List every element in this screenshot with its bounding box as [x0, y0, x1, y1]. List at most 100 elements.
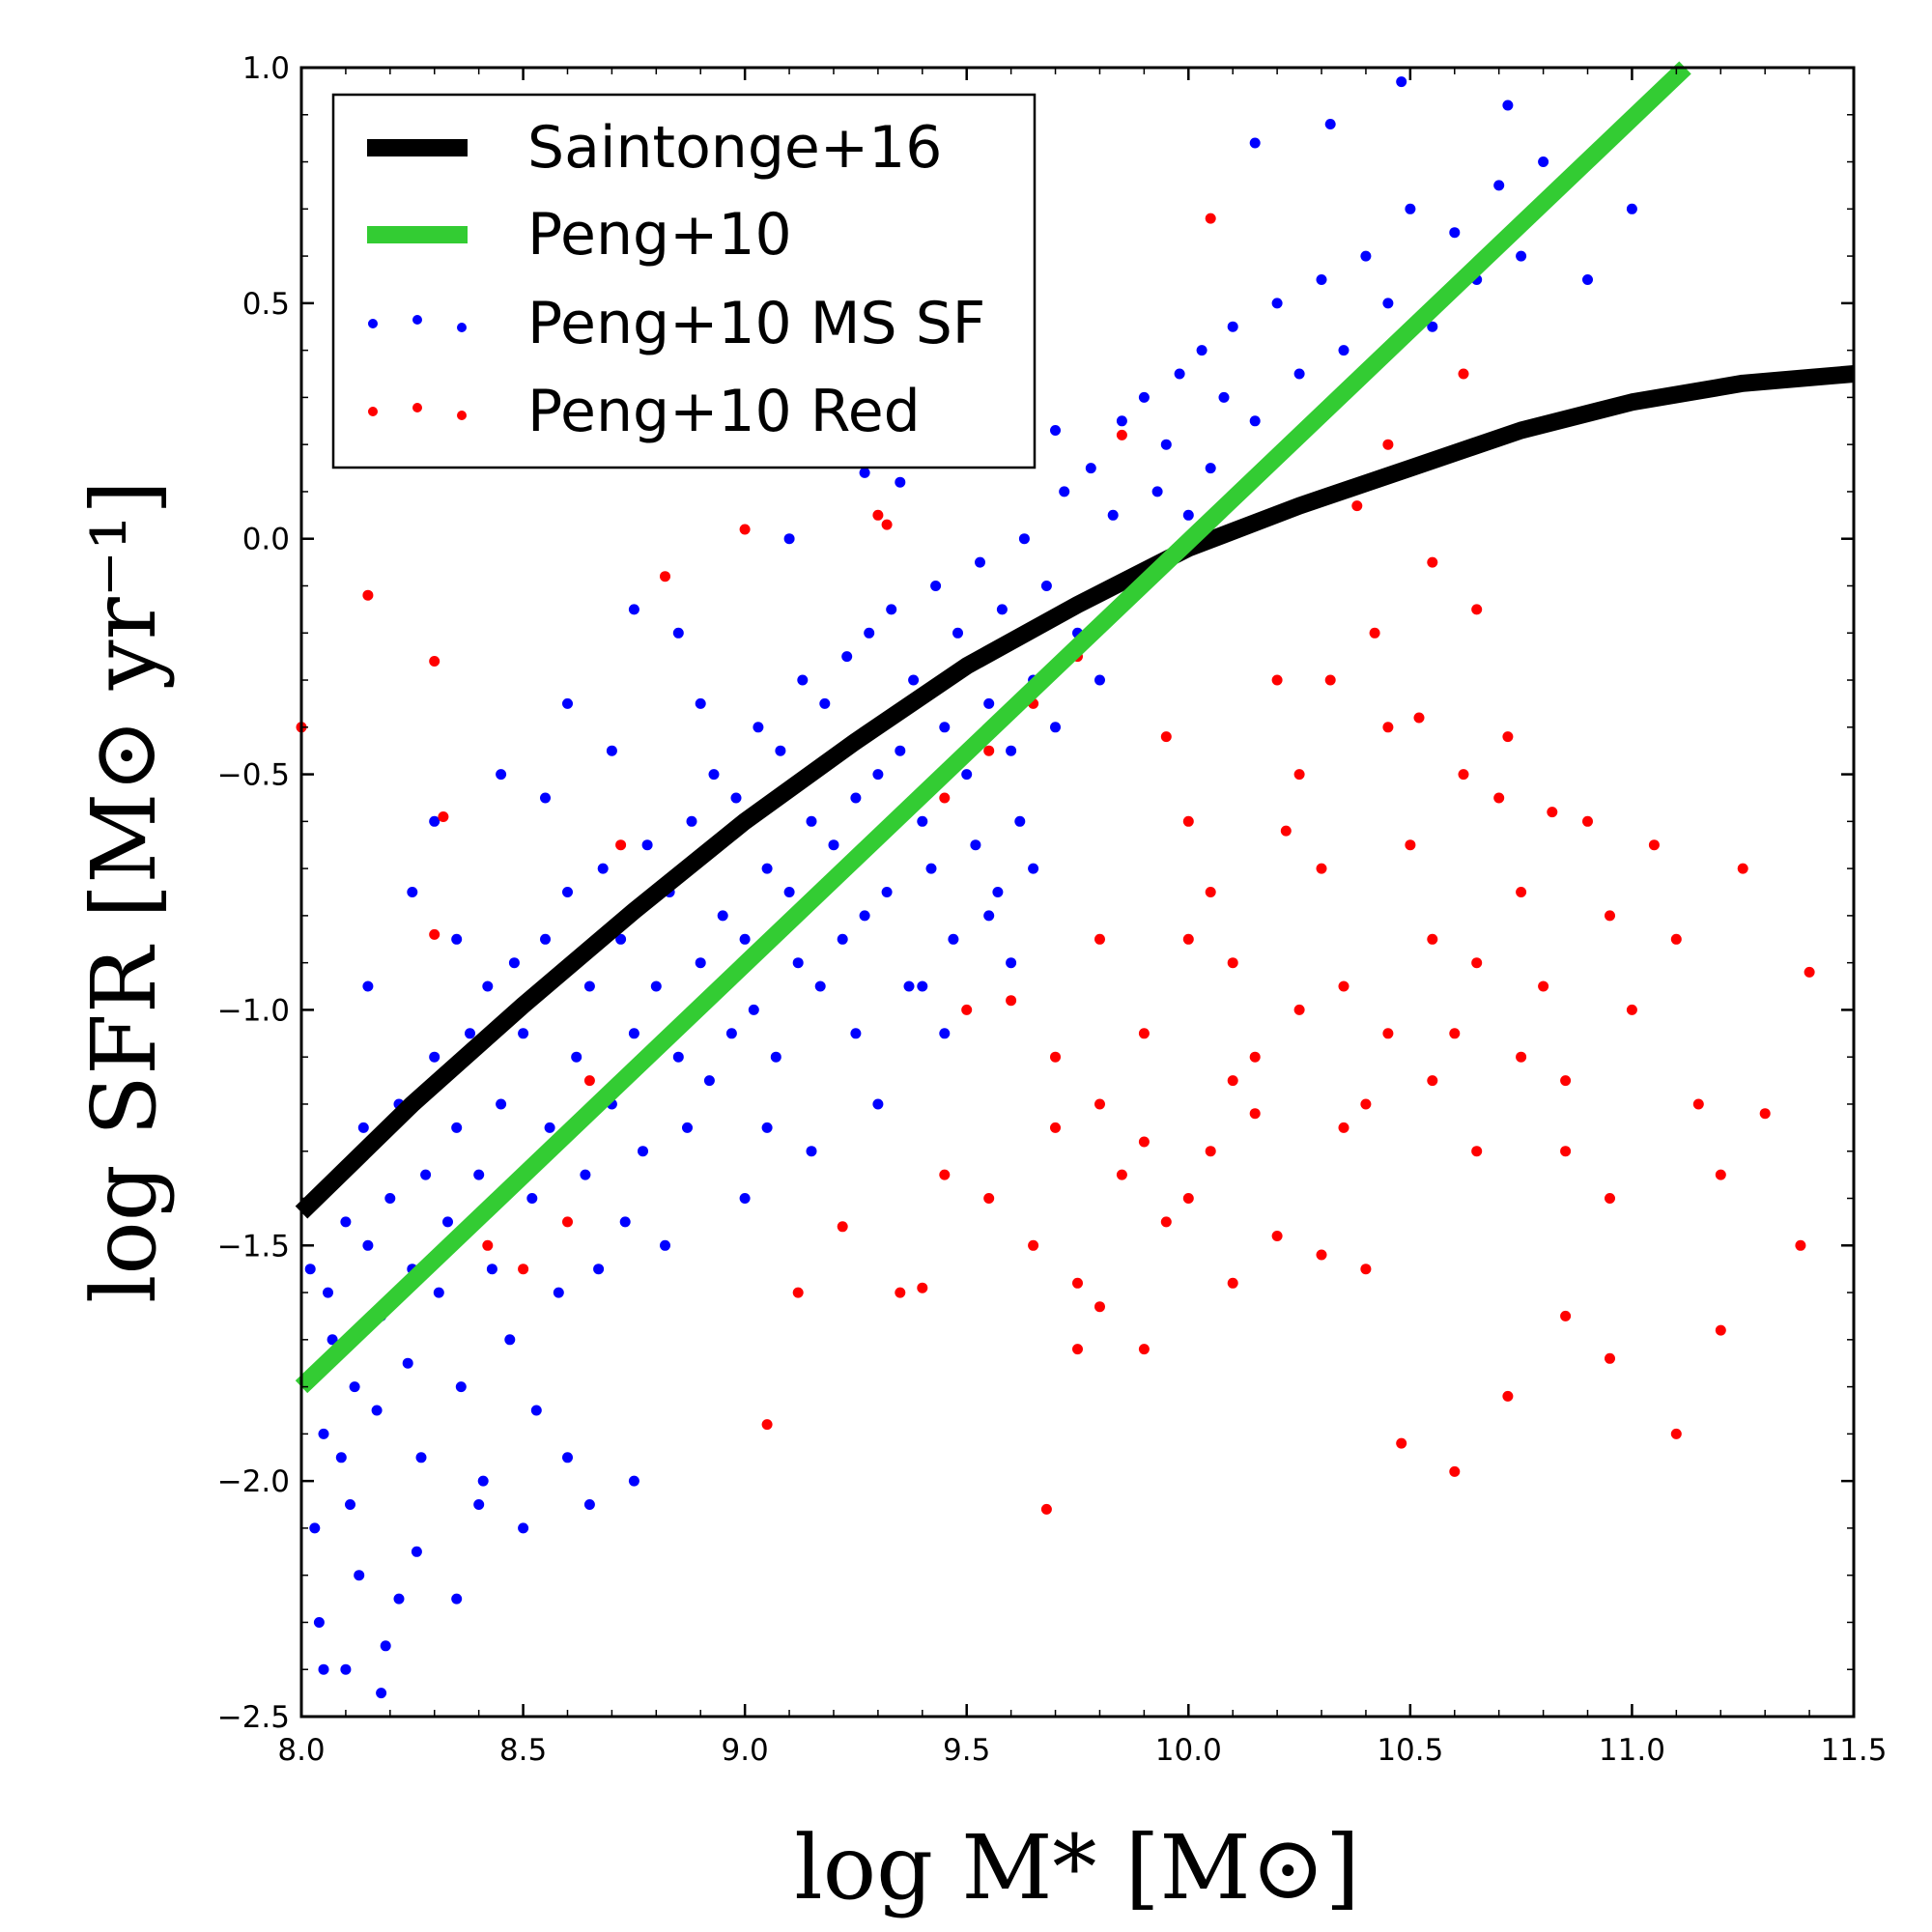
point-3-25: [1316, 863, 1327, 874]
point-2-162: [318, 1663, 329, 1675]
point-2-93: [939, 722, 951, 733]
legend-box: [331, 93, 1037, 469]
point-3-8: [761, 1419, 773, 1431]
point-3-73: [1338, 1122, 1350, 1133]
point-2-152: [496, 769, 507, 781]
y-tick-label-4: −0.5: [217, 758, 290, 793]
point-2-111: [1085, 463, 1096, 474]
x-tick-label-2: 9.0: [721, 1733, 768, 1768]
point-3-35: [1538, 980, 1549, 992]
point-2-71: [775, 745, 786, 756]
point-2-29: [473, 1169, 485, 1180]
point-3-47: [1795, 1239, 1806, 1251]
point-2-59: [686, 815, 697, 827]
point-3-59: [1182, 1193, 1194, 1204]
point-3-33: [1493, 792, 1505, 804]
point-2-160: [340, 1663, 352, 1675]
point-2-61: [682, 1122, 693, 1133]
point-2-142: [1502, 99, 1514, 111]
point-2-108: [1050, 722, 1061, 733]
point-2-85: [859, 910, 870, 922]
point-2-159: [695, 697, 706, 709]
point-3-7: [872, 509, 884, 521]
point-3-72: [1293, 1004, 1305, 1015]
point-2-8: [323, 1287, 333, 1298]
point-2-146: [859, 467, 870, 478]
point-2-117: [1151, 486, 1163, 497]
point-2-120: [1182, 509, 1194, 521]
point-3-12: [917, 1282, 928, 1293]
point-2-65: [730, 792, 742, 804]
point-2-122: [1205, 463, 1216, 474]
point-3-61: [1094, 1098, 1105, 1110]
point-3-87: [1351, 500, 1363, 512]
point-2-42: [562, 887, 573, 897]
point-3-92: [1458, 368, 1469, 380]
point-2-37: [526, 1193, 538, 1204]
point-3-85: [1502, 731, 1514, 743]
point-2-101: [996, 604, 1008, 615]
point-3-3: [438, 811, 449, 822]
point-3-38: [1605, 910, 1615, 922]
point-2-107: [1040, 581, 1052, 591]
point-2-149: [672, 627, 684, 639]
point-2-82: [837, 933, 848, 945]
point-3-67: [1072, 1277, 1083, 1289]
point-2-153: [429, 815, 440, 827]
point-2-123: [1218, 391, 1230, 403]
point-2-177: [917, 980, 928, 992]
x-tick-label-4: 10.0: [1155, 1733, 1222, 1768]
point-3-108: [1182, 933, 1194, 945]
point-3-26: [1338, 980, 1350, 992]
point-3-42: [1692, 1098, 1704, 1110]
legend-swatch-ms-sf: [368, 315, 467, 332]
point-2-102: [1006, 745, 1017, 756]
x-tick-label-0: 8.0: [277, 1733, 325, 1768]
point-2-62: [708, 769, 720, 781]
point-3-28: [1382, 722, 1394, 733]
point-2-26: [433, 1287, 444, 1298]
point-3-41: [1670, 933, 1682, 945]
point-2-163: [451, 1593, 463, 1605]
point-3-22: [1249, 1051, 1261, 1063]
point-3-83: [1413, 712, 1425, 724]
point-3-94: [615, 839, 627, 851]
point-2-50: [615, 933, 627, 945]
point-3-6: [739, 524, 751, 535]
point-2-20: [402, 1357, 413, 1369]
point-3-95: [482, 1239, 494, 1251]
point-3-96: [518, 1264, 529, 1275]
series-3-points: [296, 213, 1815, 1515]
y-tick-label-2: −1.5: [217, 1229, 290, 1264]
ticks-layer: 8.0 8.5 9.0 9.5 10.0 10.5 11.0 11.5 −2.5 −2.0 −1.5…: [217, 51, 1888, 1768]
point-2-39: [540, 933, 551, 945]
point-2-125: [1249, 415, 1261, 427]
point-2-72: [783, 887, 795, 897]
point-3-74: [1382, 1028, 1394, 1039]
point-2-168: [473, 1499, 485, 1510]
point-3-97: [562, 1216, 573, 1228]
point-3-43: [1715, 1169, 1726, 1180]
point-3-80: [1280, 825, 1292, 837]
point-2-54: [650, 980, 662, 992]
point-2-40: [544, 1122, 555, 1133]
x-tick-label-7: 11.5: [1820, 1733, 1887, 1768]
legend-label-ms-sf: Peng+10 MS SF: [527, 290, 985, 357]
point-3-27: [1360, 1098, 1372, 1110]
point-3-71: [1249, 1108, 1261, 1120]
point-2-51: [628, 1028, 639, 1039]
point-3-50: [1449, 1465, 1461, 1477]
point-2-22: [415, 1452, 427, 1463]
point-2-68: [753, 722, 764, 733]
point-3-55: [1360, 1264, 1372, 1275]
point-2-4: [340, 1216, 352, 1228]
point-2-156: [451, 933, 463, 945]
point-2-148: [783, 533, 795, 545]
point-3-34: [1516, 887, 1527, 897]
point-2-63: [717, 910, 728, 922]
point-3-31: [1449, 1028, 1461, 1039]
point-3-5: [660, 571, 670, 582]
point-3-77: [1516, 1051, 1527, 1063]
point-2-45: [583, 980, 595, 992]
point-2-173: [939, 1028, 951, 1039]
